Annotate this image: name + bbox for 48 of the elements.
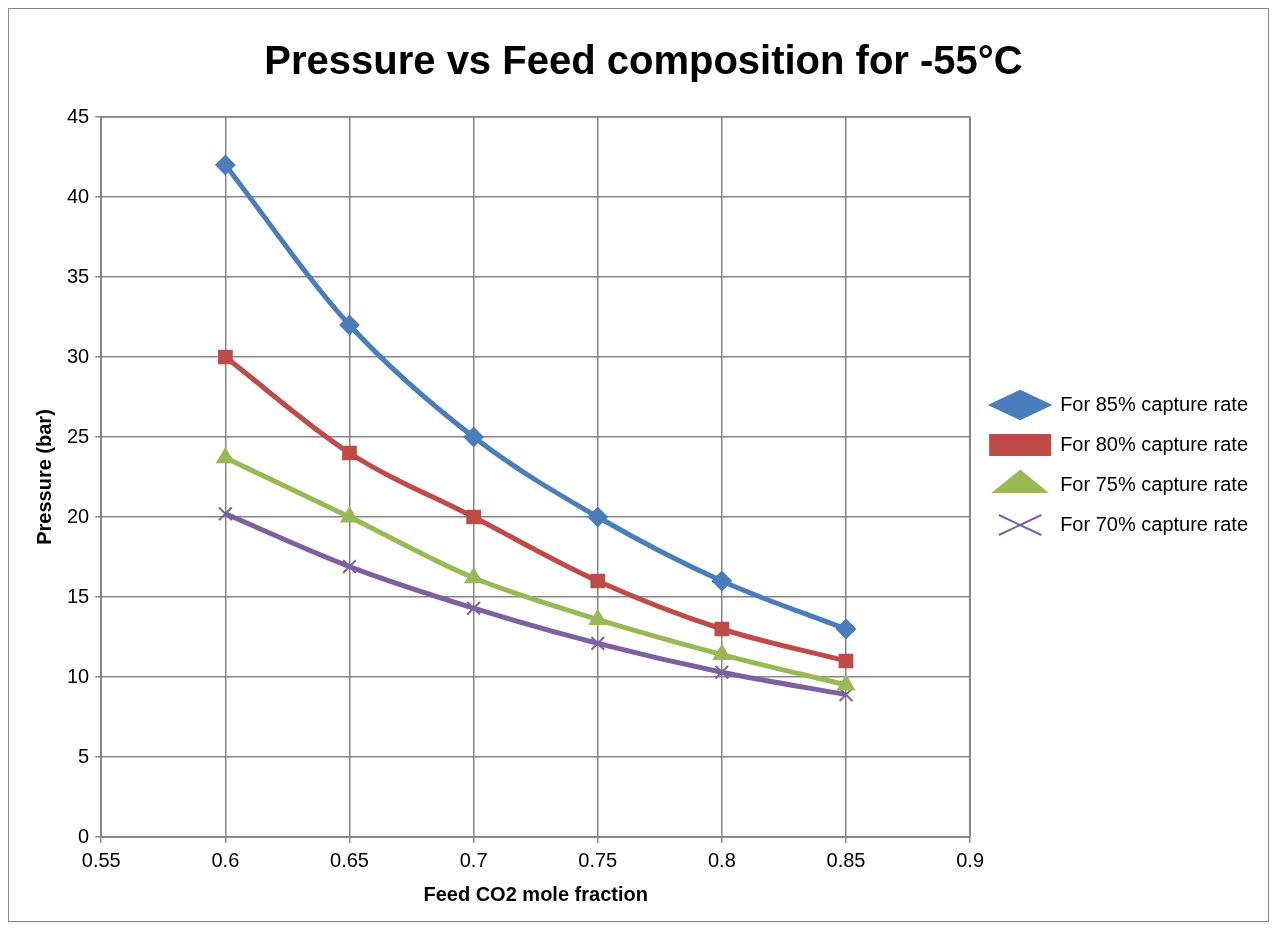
y-tick-label: 20: [67, 504, 90, 527]
x-axis-title: Feed CO2 mole fraction: [423, 882, 648, 905]
point: [714, 621, 730, 637]
legend-label: For 85% capture rate: [1060, 392, 1248, 415]
point: [342, 559, 357, 574]
point: [216, 447, 235, 464]
point: [711, 571, 732, 591]
point: [215, 155, 236, 175]
y-tick-label: 0: [78, 824, 90, 847]
point: [466, 509, 481, 525]
x-tick-label: 0.7: [459, 848, 488, 871]
x-tick-label: 0.85: [826, 848, 866, 871]
point: [590, 636, 606, 651]
y-tick-label: 35: [67, 264, 90, 287]
point: [836, 619, 856, 639]
legend-label: For 80% capture rate: [1060, 432, 1248, 455]
point: [464, 567, 483, 584]
y-tick-label: 25: [67, 424, 90, 447]
legend-label: For 70% capture rate: [1060, 512, 1248, 535]
point: [463, 427, 484, 447]
chart-title: Pressure vs Feed composition for -55°C: [264, 38, 1023, 83]
y-tick-label: 45: [67, 104, 90, 127]
point: [466, 600, 481, 616]
point: [342, 445, 357, 461]
y-tick-label: 10: [67, 664, 90, 687]
x-tick-label: 0.6: [211, 848, 240, 871]
point: [838, 653, 854, 669]
y-tick-label: 40: [67, 184, 90, 207]
y-tick-label: 15: [67, 584, 90, 607]
x-tick-label: 0.9: [956, 848, 985, 871]
point: [218, 349, 233, 365]
y-tick-label: 30: [67, 344, 90, 367]
x-tick-label: 0.8: [707, 848, 736, 871]
point: [339, 315, 360, 335]
point: [590, 573, 606, 589]
point: [713, 644, 731, 661]
x-tick-label: 0.75: [578, 848, 618, 871]
point: [340, 507, 359, 523]
x-tick-label: 0.55: [81, 848, 121, 871]
x-tick-label: 0.65: [330, 848, 369, 871]
point: [218, 506, 233, 522]
point: [837, 675, 855, 691]
point: [587, 507, 608, 527]
legend-label: For 75% capture rate: [1060, 472, 1248, 495]
point: [714, 664, 730, 680]
y-axis-title: Pressure (bar): [32, 409, 55, 545]
point: [588, 609, 607, 625]
y-tick-label: 5: [78, 744, 90, 767]
